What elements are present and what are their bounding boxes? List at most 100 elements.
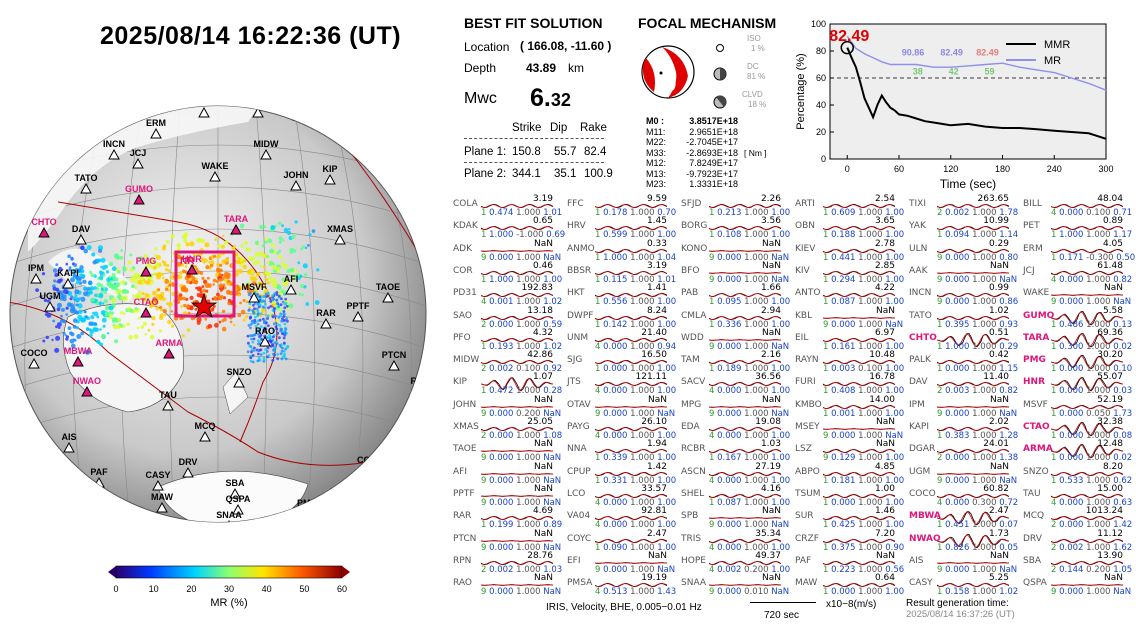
station-trace[interactable]: FFC 9.59 1 0.178 1.000 0.70: [565, 194, 679, 218]
station-trace[interactable]: LSZ NaN 9 0.129 1.000 1.00: [793, 439, 907, 463]
station-trace[interactable]: TATO 1.02 1 0.395 1.000 0.93: [907, 306, 1021, 330]
station-trace[interactable]: KDAK 0.65 1 1.000 -1.000 0.69: [451, 216, 565, 240]
map-station[interactable]: MCQ: [195, 421, 216, 442]
station-trace[interactable]: SNAA NaN 9 0.000 0.010 NaN: [679, 573, 793, 597]
map-station[interactable]: MAW: [151, 492, 174, 513]
map-station[interactable]: PMSA: [297, 498, 324, 519]
station-trace[interactable]: MIDW 42.86 2 0.002 0.100 0.92: [451, 350, 565, 374]
station-trace[interactable]: LCO 33.57 4 0.000 1.000 1.00: [565, 484, 679, 508]
station-trace[interactable]: DGAR 24.01 2 0.000 1.000 1.38: [907, 439, 1021, 463]
station-trace[interactable]: PAF NaN 1 0.223 1.000 0.56: [793, 551, 907, 575]
station-trace[interactable]: UGM NaN 9 0.000 1.000 NaN: [907, 462, 1021, 486]
map-station[interactable]: TAOE: [376, 282, 400, 303]
station-trace[interactable]: JOHN NaN 9 0.000 0.200 NaN: [451, 395, 565, 419]
station-trace[interactable]: RAO NaN 9 0.000 1.000 NaN: [451, 573, 565, 597]
station-trace[interactable]: SFJD 2.26 1 0.213 1.000 1.00: [679, 194, 793, 218]
station-trace[interactable]: OBN 3.65 1 0.188 1.000 1.00: [793, 216, 907, 240]
station-trace[interactable]: NNA 1.94 1 0.339 1.000 1.00: [565, 439, 679, 463]
station-trace[interactable]: ANMO 0.33 1 1.000 1.000 1.04: [565, 239, 679, 263]
station-trace[interactable]: KAPI 2.02 1 0.383 1.000 1.28: [907, 417, 1021, 441]
station-trace[interactable]: PTCN NaN 9 0.000 1.000 NaN: [451, 529, 565, 553]
station-trace[interactable]: MCQ 1013.24 2 0.000 1.000 1.42: [1021, 506, 1135, 530]
station-trace[interactable]: BFO NaN 9 0.000 1.000 NaN: [679, 261, 793, 285]
map-station[interactable]: JCJ: [130, 148, 147, 169]
map-station[interactable]: KIP: [322, 164, 338, 185]
station-trace[interactable]: GUMO 5.58 1 0.486 1.000 0.13: [1021, 306, 1135, 330]
station-trace[interactable]: HOPE 49.37 4 0.002 0.200 1.00: [679, 551, 793, 575]
station-trace[interactable]: MSEY NaN 9 0.000 1.000 NaN: [793, 417, 907, 441]
map-station[interactable]: GUMO: [125, 184, 153, 205]
map-station[interactable]: PFO: [391, 172, 410, 193]
map-station[interactable]: JOHN: [283, 170, 309, 191]
map-station[interactable]: MSVF: [241, 282, 267, 303]
station-trace[interactable]: KIEV 2.78 1 0.441 1.000 1.00: [793, 239, 907, 263]
station-trace[interactable]: FURI 16.78 1 0.408 1.000 1.00: [793, 372, 907, 396]
station-trace[interactable]: PD31 192.83 4 0.001 1.000 1.02: [451, 283, 565, 307]
station-trace[interactable]: OTAV NaN 9 0.000 1.000 NaN: [565, 395, 679, 419]
station-trace[interactable]: RAR 4.69 1 0.199 1.000 0.89: [451, 506, 565, 530]
station-trace[interactable]: KMBO 14.00 1 0.001 1.000 1.00: [793, 395, 907, 419]
station-trace[interactable]: DRV 11.12 2 0.002 1.000 1.62: [1021, 529, 1135, 553]
station-trace[interactable]: EDA 19.08 4 0.000 1.000 1.00: [679, 417, 793, 441]
station-trace[interactable]: KONO NaN 9 0.000 1.000 NaN: [679, 239, 793, 263]
station-trace[interactable]: ASCN 27.19 4 0.000 1.000 1.00: [679, 462, 793, 486]
station-trace[interactable]: SAO 13.18 2 0.000 1.000 0.59: [451, 306, 565, 330]
station-trace[interactable]: XMAS 25.05 2 0.000 1.000 1.08: [451, 417, 565, 441]
station-trace[interactable]: HKT 1.41 1 0.556 1.000 1.00: [565, 283, 679, 307]
station-trace[interactable]: MBWA 2.47 1 0.451 1.000 0.07: [907, 506, 1021, 530]
station-trace[interactable]: TRIS 35.34 4 0.000 1.000 1.00: [679, 529, 793, 553]
map-station[interactable]: MIDW: [254, 139, 279, 160]
station-trace[interactable]: PET 0.89 1 1.000 1.000 1.17: [1021, 216, 1135, 240]
map-station[interactable]: SBA: [225, 478, 245, 499]
station-trace[interactable]: QSPA NaN 9 0.000 1.000 NaN: [1021, 573, 1135, 597]
map-station[interactable]: COCO: [21, 348, 48, 369]
station-trace[interactable]: ERM 4.05 1 0.171 -0.300 0.50: [1021, 239, 1135, 263]
map-station[interactable]: TAU: [159, 390, 177, 411]
station-trace[interactable]: EFI NaN 9 0.000 1.000 NaN: [565, 551, 679, 575]
map-station[interactable]: NWAO: [73, 376, 101, 397]
station-trace[interactable]: PAYG 26.10 4 0.000 1.000 1.00: [565, 417, 679, 441]
map-station[interactable]: PMG: [136, 256, 157, 277]
station-trace[interactable]: IPM NaN 9 0.000 1.000 NaN: [907, 395, 1021, 419]
station-trace[interactable]: YAK 10.99 1 0.094 1.000 1.14: [907, 216, 1021, 240]
map-station[interactable]: PPTF: [346, 301, 370, 322]
station-trace[interactable]: AAK NaN 9 0.000 1.000 NaN: [907, 261, 1021, 285]
station-trace[interactable]: TARA 69.36 1 0.300 1.000 0.02: [1021, 328, 1135, 352]
map-station[interactable]: UGM: [40, 291, 61, 312]
station-trace[interactable]: PFO 4.32 1 0.193 1.000 1.02: [451, 328, 565, 352]
station-trace[interactable]: ABPO 4.85 1 0.181 1.000 1.00: [793, 462, 907, 486]
station-trace[interactable]: TAOE NaN 9 0.000 1.000 NaN: [451, 439, 565, 463]
map-station[interactable]: AIS: [61, 432, 77, 453]
map-station[interactable]: RAO: [255, 326, 275, 347]
station-trace[interactable]: VA04 92.81 4 0.000 1.000 1.00: [565, 506, 679, 530]
station-trace[interactable]: ARTI 2.54 1 0.609 1.000 1.00: [793, 194, 907, 218]
station-trace[interactable]: SHEL 4.16 1 0.087 1.000 1.00: [679, 484, 793, 508]
station-trace[interactable]: HRV 1.45 1 0.599 1.000 1.00: [565, 216, 679, 240]
map-station[interactable]: ERM: [146, 118, 166, 139]
station-trace[interactable]: SPB NaN 9 0.000 1.000 NaN: [679, 506, 793, 530]
map-station[interactable]: PTCN: [382, 350, 407, 371]
station-trace[interactable]: TAM 2.16 1 0.189 1.000 1.00: [679, 350, 793, 374]
station-trace[interactable]: PMG 30.20 1 0.000 1.000 0.10: [1021, 350, 1135, 374]
map-station[interactable]: QSPA: [226, 494, 251, 515]
station-trace[interactable]: SUR 1.46 1 0.425 1.000 1.00: [793, 506, 907, 530]
map-station[interactable]: ARMA: [156, 338, 183, 359]
station-trace[interactable]: BORG 3.56 1 0.108 1.000 1.00: [679, 216, 793, 240]
station-trace[interactable]: MSVF 52.19 1 0.000 0.050 1.73: [1021, 395, 1135, 419]
station-trace[interactable]: KIV 2.85 1 0.294 1.000 1.00: [793, 261, 907, 285]
map-station[interactable]: WAKE: [202, 161, 229, 182]
station-trace[interactable]: BILL 48.04 4 0.000 0.100 0.71: [1021, 194, 1135, 218]
station-trace[interactable]: COR 0.46 1 1.000 1.000 1.00: [451, 261, 565, 285]
station-trace[interactable]: PPTF NaN 9 0.000 1.000 NaN: [451, 484, 565, 508]
station-trace[interactable]: UNM 21.40 4 0.000 1.000 0.94: [565, 328, 679, 352]
map-station[interactable]: SNZO: [226, 367, 252, 388]
station-trace[interactable]: SNZO 8.20 1 0.533 1.000 0.62: [1021, 462, 1135, 486]
map-station[interactable]: TARA: [224, 214, 249, 235]
station-trace[interactable]: CPUP 1.42 1 0.331 1.000 1.00: [565, 462, 679, 486]
station-trace[interactable]: TIXI 263.65 2 0.002 1.000 1.78: [907, 194, 1021, 218]
station-trace[interactable]: ULN 0.29 9 0.000 1.000 0.80: [907, 239, 1021, 263]
station-trace[interactable]: PMSA 19.19 4 0.513 1.000 1.43: [565, 573, 679, 597]
station-trace[interactable]: COYC 2.47 1 0.090 1.000 1.00: [565, 529, 679, 553]
map-station[interactable]: DRV: [179, 457, 198, 478]
map-station[interactable]: RAR: [316, 308, 336, 329]
